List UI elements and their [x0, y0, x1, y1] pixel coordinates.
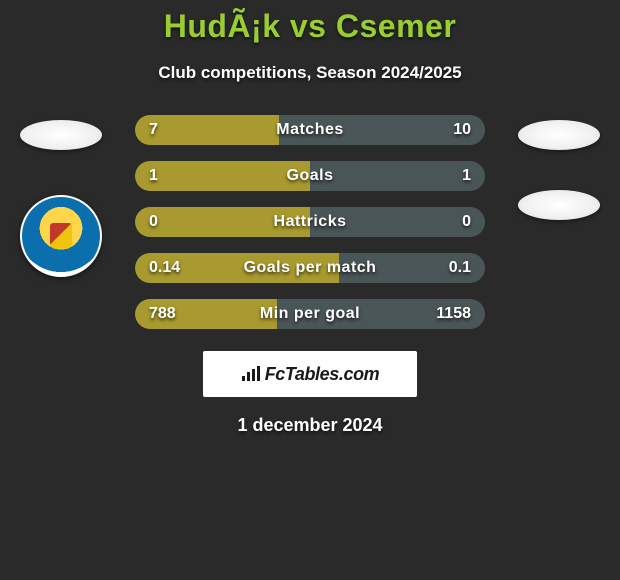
page-title: HudÃ¡k vs Csemer — [0, 8, 620, 45]
stat-left-value: 0.14 — [149, 259, 180, 277]
snapshot-date: 1 december 2024 — [0, 415, 620, 436]
right-player-avatars — [518, 120, 600, 220]
stat-row-goals: 1 Goals 1 — [135, 161, 485, 191]
stat-label: Goals — [287, 167, 334, 185]
stat-label: Matches — [276, 121, 344, 139]
stats-list: 7 Matches 10 1 Goals 1 0 Hattricks 0 0.1… — [135, 115, 485, 329]
stat-label: Hattricks — [274, 213, 347, 231]
stat-left-value: 1 — [149, 167, 158, 185]
club-silhouette-icon — [518, 190, 600, 220]
stat-row-goals-per-match: 0.14 Goals per match 0.1 — [135, 253, 485, 283]
stat-right-value: 10 — [453, 121, 471, 139]
brand-barchart-icon — [241, 366, 261, 382]
stat-left-value: 788 — [149, 305, 176, 323]
player-silhouette-icon — [20, 120, 102, 150]
stat-right-value: 0.1 — [449, 259, 471, 277]
stat-left-value: 7 — [149, 121, 158, 139]
stat-right-value: 1158 — [436, 305, 471, 323]
player-silhouette-icon — [518, 120, 600, 150]
left-player-avatars — [20, 120, 102, 277]
stat-right-value: 0 — [462, 213, 471, 231]
stat-label: Min per goal — [260, 305, 360, 323]
stat-row-matches: 7 Matches 10 — [135, 115, 485, 145]
brand-text: FcTables.com — [265, 364, 380, 385]
brand-attribution: FcTables.com — [203, 351, 417, 397]
stat-label: Goals per match — [244, 259, 377, 277]
stat-left-value: 0 — [149, 213, 158, 231]
club-badge-icon — [20, 195, 102, 277]
stat-fill-left — [135, 161, 310, 191]
comparison-card: HudÃ¡k vs Csemer Club competitions, Seas… — [0, 0, 620, 436]
stat-row-hattricks: 0 Hattricks 0 — [135, 207, 485, 237]
page-subtitle: Club competitions, Season 2024/2025 — [0, 63, 620, 83]
stat-row-min-per-goal: 788 Min per goal 1158 — [135, 299, 485, 329]
stat-right-value: 1 — [462, 167, 471, 185]
